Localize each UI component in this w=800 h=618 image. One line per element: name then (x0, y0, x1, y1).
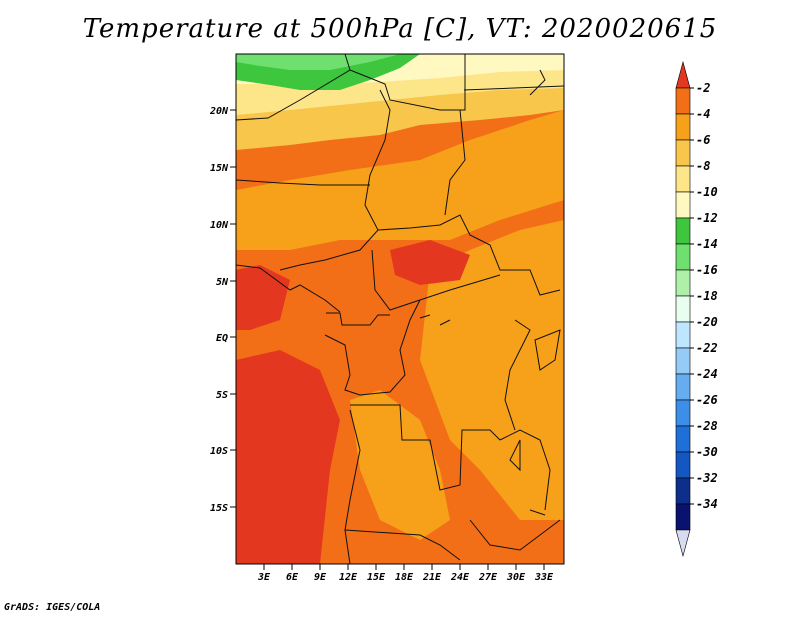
colorbar-bin (675, 451, 691, 479)
colorbar-label: -16 (696, 263, 718, 277)
colorbar-label: -2 (696, 81, 710, 95)
colorbar-bin (675, 503, 691, 531)
field-red-core (390, 240, 470, 285)
field-east-orange (420, 220, 564, 520)
colorbar-bin (675, 165, 691, 193)
colorbar-bin (675, 373, 691, 401)
colorbar-bin (675, 529, 691, 558)
lat-label-15n: 15N (210, 163, 229, 174)
colorbar-label: -8 (696, 159, 710, 173)
field-west-red (236, 350, 340, 564)
colorbar-bin (675, 399, 691, 427)
colorbar-label: -30 (696, 445, 718, 459)
lon-label-3e: 3E (257, 572, 271, 583)
lat-label-15s: 15S (210, 503, 228, 514)
colorbar-bin (675, 269, 691, 297)
colorbar-label: -26 (696, 393, 718, 407)
colorbar-label: -6 (696, 133, 710, 147)
temperature-field (236, 54, 564, 564)
lon-label-24e: 24E (450, 572, 470, 583)
colorbar-bin (675, 139, 691, 167)
colorbar-bin (675, 321, 691, 349)
colorbar-bin (675, 243, 691, 271)
colorbar-label: -32 (696, 471, 718, 485)
colorbar-label: -12 (696, 211, 718, 225)
latitude-axis: 20N 15N 10N 5N EQ 5S 10S 15S (209, 106, 236, 514)
colorbar-label: -4 (696, 107, 710, 121)
lon-label-30e: 30E (506, 572, 526, 583)
lon-label-12e: 12E (339, 572, 358, 583)
field-light-green (236, 54, 400, 70)
colorbar-label: -24 (696, 367, 718, 381)
lat-label-eq: EQ (216, 333, 228, 344)
colorbar-label: -14 (696, 237, 718, 251)
lon-label-15e: 15E (367, 572, 386, 583)
colorbar-bin (675, 60, 691, 89)
lat-label-20n: 20N (209, 106, 229, 117)
longitude-axis: 3E 6E 9E 12E 15E 18E 21E 24E 27E 30E 33E (257, 564, 554, 583)
lon-label-21e: 21E (422, 572, 442, 583)
lon-label-27e: 27E (478, 572, 498, 583)
colorbar-label: -22 (696, 341, 718, 355)
lon-label-18e: 18E (395, 572, 414, 583)
colorbar-bin (675, 191, 691, 219)
field-central-orange (350, 390, 450, 540)
lat-label-10s: 10S (210, 446, 228, 457)
colorbar-bin (675, 217, 691, 245)
colorbar-label: -18 (696, 289, 718, 303)
grads-credit: GrADS: IGES/COLA (4, 602, 101, 613)
map-frame (235, 53, 565, 565)
colorbar-bin (675, 87, 691, 115)
lat-label-10n: 10N (210, 220, 229, 231)
lat-label-5n: 5N (216, 277, 229, 288)
colorbar-bin (675, 295, 691, 323)
colorbar-label: -34 (696, 497, 718, 511)
map-boundaries (236, 54, 564, 564)
colorbar-label: -28 (696, 419, 718, 433)
colorbar-bin (675, 477, 691, 505)
lon-label-9e: 9E (314, 572, 327, 583)
colorbar-label: -20 (696, 315, 718, 329)
chart-title: Temperature at 500hPa [C], VT: 202002061… (82, 14, 718, 44)
lat-label-5s: 5S (216, 390, 228, 401)
field-red-patch (236, 265, 290, 330)
lon-label-6e: 6E (286, 572, 299, 583)
field-north-orange (236, 110, 564, 250)
colorbar-bin (675, 347, 691, 375)
lon-label-33e: 33E (534, 572, 554, 583)
colorbar-bin (675, 113, 691, 141)
colorbar-bin (675, 425, 691, 453)
colorbar-label: -10 (696, 185, 718, 199)
colorbar: -2 -4 -6 -8 -10 -12 -14 -16 -18 -20 -22 -24 -26 -28 -3… (675, 60, 718, 558)
